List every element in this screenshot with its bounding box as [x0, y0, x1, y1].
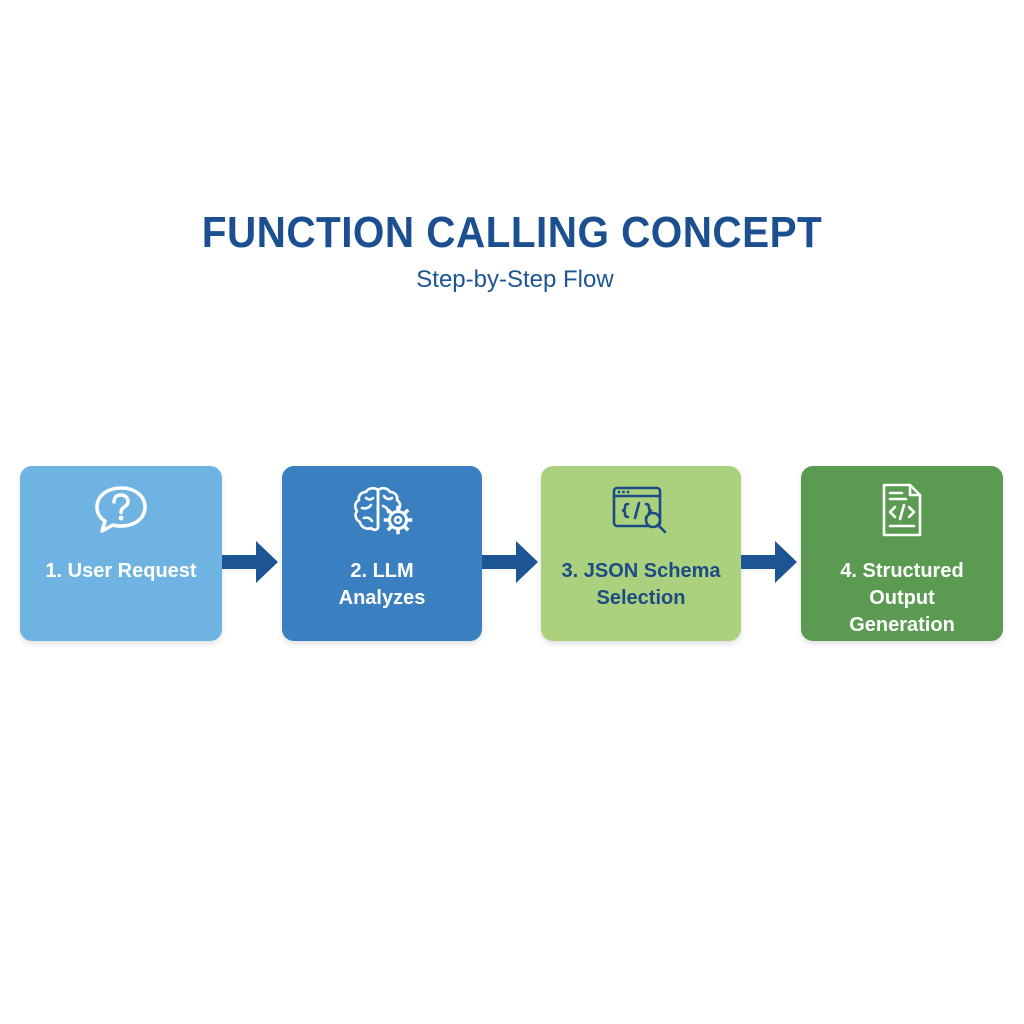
step-label: 3. JSON Schema Selection [561, 560, 721, 609]
diagram-subtitle: Step-by-Step Flow [416, 266, 614, 293]
brain-gear-icon [353, 486, 413, 535]
code-document-icon [882, 483, 922, 537]
code-window-search-icon [612, 486, 667, 534]
diagram-title: FUNCTION CALLING CONCEPT [201, 208, 823, 257]
step-structured-output-generation: 4. Structured Output Generation [801, 466, 1003, 641]
step-json-schema-selection: 3. JSON Schema Selection [541, 466, 741, 641]
flow-row: 1. User Request [0, 466, 1024, 641]
question-bubble-icon [95, 486, 147, 533]
step-label: 4. Structured Output Generation [840, 560, 964, 636]
step-label: 2. LLM Analyzes [338, 560, 426, 609]
arrow-right-icon [482, 541, 538, 583]
step-label: 1. User Request [45, 560, 197, 582]
step-user-request: 1. User Request [20, 466, 222, 641]
arrow-right-icon [222, 541, 278, 583]
step-llm-analyzes: 2. LLM Analyzes [282, 466, 482, 641]
arrow-right-icon [741, 541, 797, 583]
